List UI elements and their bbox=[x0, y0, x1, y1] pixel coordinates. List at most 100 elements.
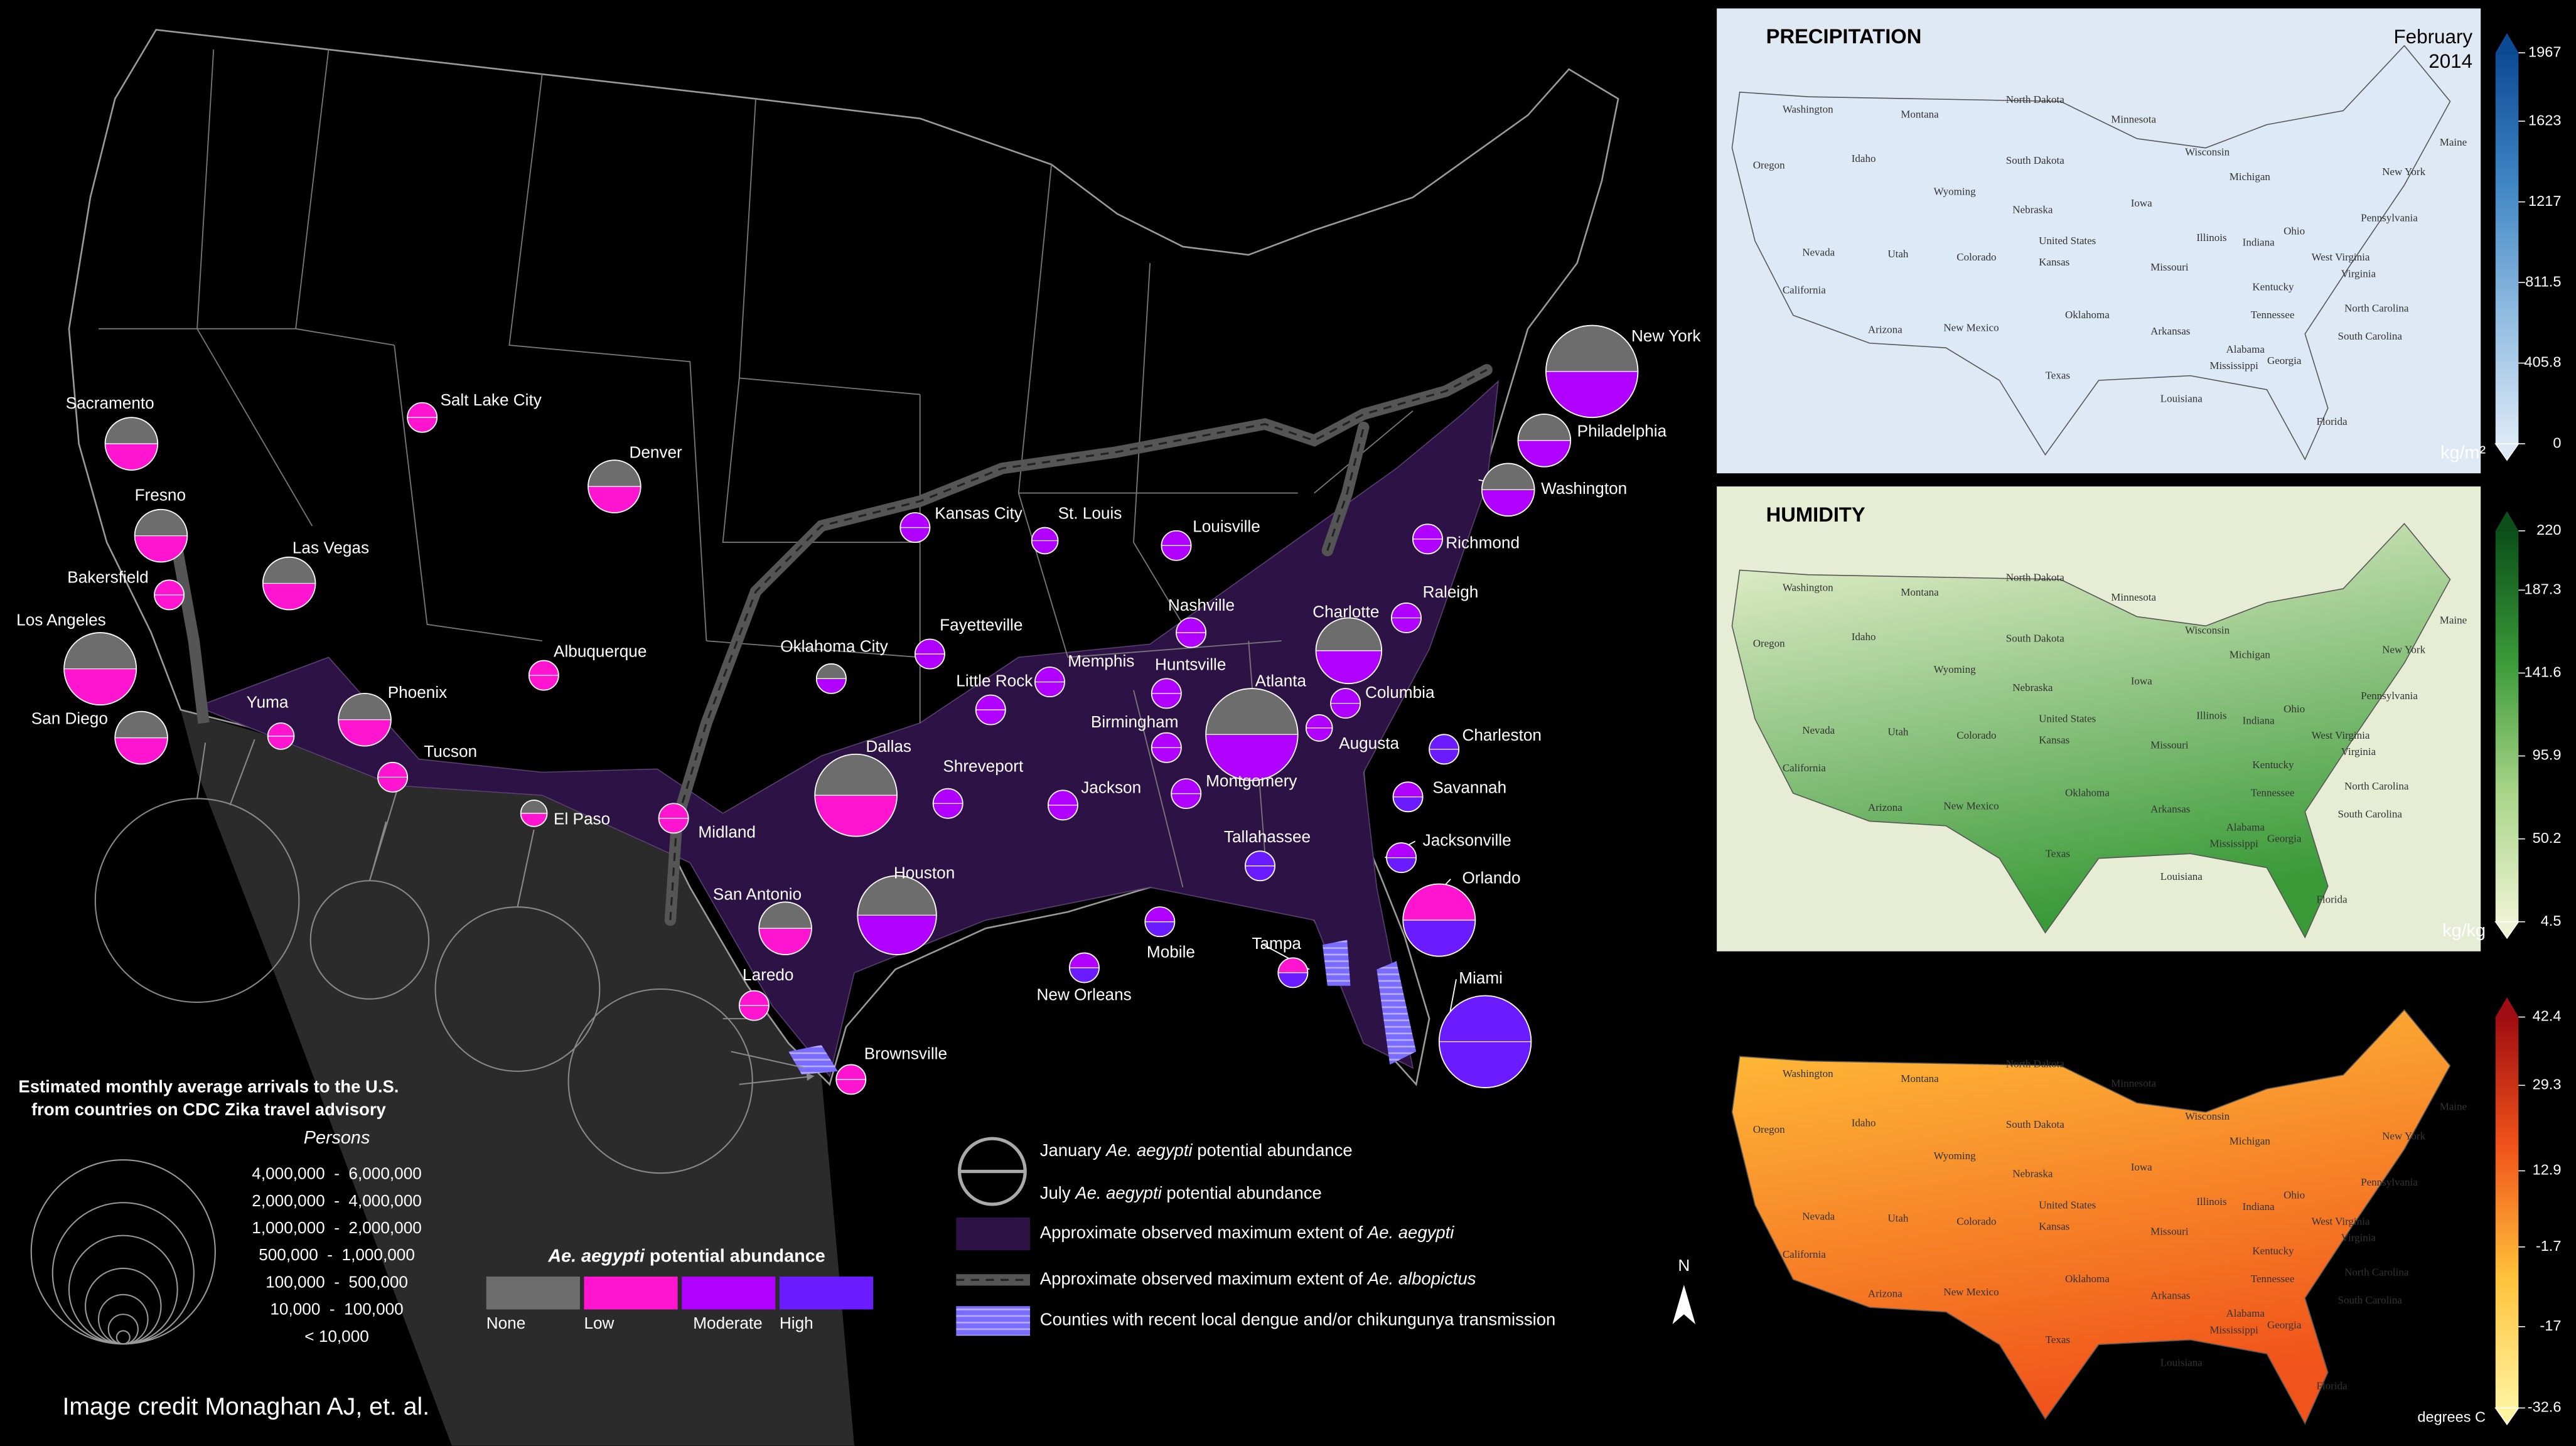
albopictus-extent-west bbox=[171, 549, 210, 724]
city-july-half bbox=[658, 818, 689, 833]
city-january-half bbox=[1031, 527, 1058, 541]
city-january-half bbox=[658, 803, 689, 818]
city-label: Savannah bbox=[1432, 778, 1506, 797]
colorbar-tick-label: 1967 bbox=[2528, 43, 2561, 60]
city-label: Albuquerque bbox=[554, 641, 647, 660]
arrivals-bin-label: 10,000 - 100,000 bbox=[270, 1300, 403, 1319]
colorbar bbox=[2495, 1017, 2519, 1408]
state-label: Wisconsin bbox=[2185, 624, 2230, 636]
state-label: Ohio bbox=[2284, 225, 2305, 237]
state-label: Florida bbox=[2316, 415, 2348, 427]
state-label: Colorado bbox=[1956, 729, 1996, 741]
arrivals-bin-circle bbox=[97, 1293, 149, 1345]
city-label: Dallas bbox=[866, 737, 911, 756]
north-arrow: N bbox=[1672, 1256, 1696, 1324]
colorbar bbox=[2495, 53, 2519, 444]
city-july-half bbox=[1391, 618, 1422, 633]
state-label: Virginia bbox=[2341, 1232, 2376, 1244]
state-label: Michigan bbox=[2230, 171, 2271, 183]
legend-text: Counties with recent local dengue and/or… bbox=[1040, 1310, 1556, 1329]
state-label: Louisiana bbox=[2160, 1357, 2203, 1369]
city-label: Miami bbox=[1459, 968, 1503, 987]
legend-text: July bbox=[1040, 1183, 1075, 1202]
city-label: Orlando bbox=[1462, 869, 1520, 887]
abundance-swatch bbox=[486, 1277, 580, 1310]
state-label: Illinois bbox=[2196, 232, 2226, 244]
state-label: New Mexico bbox=[1943, 1286, 1999, 1298]
state-label: Pennsylvania bbox=[2361, 1176, 2418, 1188]
arrivals-bin-circle bbox=[107, 1314, 139, 1345]
city-label: Tallahassee bbox=[1224, 827, 1311, 846]
city-july-half bbox=[836, 1079, 866, 1095]
legend-aegypti-swatch bbox=[956, 1217, 1031, 1251]
city-july-half bbox=[1176, 633, 1206, 648]
city-label: Charlotte bbox=[1312, 602, 1379, 621]
state-label: Nevada bbox=[1802, 724, 1835, 736]
state-label: Montana bbox=[1901, 586, 1939, 598]
city-january-half bbox=[407, 402, 437, 418]
city-label: Mobile bbox=[1147, 942, 1195, 961]
city-label: Philadelphia bbox=[1577, 422, 1667, 441]
state-label: Texas bbox=[2046, 370, 2070, 382]
city-january-half bbox=[377, 762, 408, 778]
state-label: Oklahoma bbox=[2065, 786, 2110, 798]
city-label: Nashville bbox=[1168, 596, 1235, 614]
city-label: Fresno bbox=[135, 486, 186, 505]
city-january-half bbox=[1151, 678, 1181, 694]
city-july-half bbox=[900, 527, 930, 543]
state-label: North Carolina bbox=[2344, 780, 2409, 792]
colorbar-extend-bottom bbox=[2494, 443, 2520, 461]
city-july-half bbox=[816, 678, 846, 694]
arrivals-bin-circle bbox=[115, 1330, 131, 1345]
city-label: Los Angeles bbox=[16, 611, 106, 629]
state-label: Ohio bbox=[2284, 703, 2305, 715]
city-july-half bbox=[1481, 490, 1535, 517]
state-label: Florida bbox=[2316, 1379, 2348, 1391]
legend-text: potential abundance bbox=[1162, 1183, 1322, 1202]
state-label: Nebraska bbox=[2012, 1168, 2053, 1180]
legend-species: Ae. aegypti bbox=[1105, 1140, 1193, 1160]
city-july-half bbox=[915, 654, 945, 669]
city-january-half bbox=[1412, 524, 1443, 539]
city-july-half bbox=[1429, 749, 1459, 764]
panel-title: PRECIPITATION bbox=[1766, 24, 1922, 48]
arrivals-bin-label: 500,000 - 1,000,000 bbox=[259, 1245, 415, 1264]
city-january-half bbox=[1518, 414, 1571, 441]
city-july-half bbox=[1387, 857, 1417, 873]
city-july-half bbox=[377, 777, 408, 792]
city-label: Memphis bbox=[1068, 651, 1134, 670]
state-label: Iowa bbox=[2131, 197, 2152, 209]
state-label: United States bbox=[2039, 235, 2096, 247]
state-label: Missouri bbox=[2150, 261, 2189, 273]
state-label: New York bbox=[2382, 1130, 2425, 1142]
city-january-half bbox=[1393, 782, 1423, 797]
city-january-half bbox=[1245, 851, 1275, 866]
state-label: North Carolina bbox=[2344, 1267, 2409, 1278]
city-january-half bbox=[816, 663, 846, 679]
city-january-half bbox=[1034, 667, 1065, 682]
city-july-half bbox=[933, 803, 963, 818]
city-january-half bbox=[1151, 732, 1181, 748]
state-label: Minnesota bbox=[2111, 591, 2156, 603]
city-july-half bbox=[857, 915, 936, 955]
legend-species: Ae. aegypti bbox=[1366, 1223, 1454, 1242]
state-label: Nebraska bbox=[2012, 682, 2053, 694]
state-label: Oklahoma bbox=[2065, 1273, 2110, 1285]
state-label: Kentucky bbox=[2252, 759, 2294, 771]
state-label: Nebraska bbox=[2012, 203, 2053, 215]
abundance-swatch bbox=[682, 1277, 776, 1310]
state-label: Illinois bbox=[2196, 709, 2226, 721]
state-label: Utah bbox=[1887, 1212, 1909, 1224]
city-label: New York bbox=[1631, 326, 1701, 345]
state-label: California bbox=[1783, 762, 1826, 774]
city-july-half bbox=[154, 594, 185, 610]
state-label: Georgia bbox=[2267, 1319, 2302, 1331]
state-label: Michigan bbox=[2230, 649, 2271, 661]
city-july-half bbox=[1206, 734, 1298, 781]
state-label: Minnesota bbox=[2111, 1078, 2156, 1090]
state-label: South Dakota bbox=[2006, 632, 2064, 644]
image-credit: Image credit Monaghan AJ, et. al. bbox=[62, 1393, 429, 1420]
state-label: Utah bbox=[1887, 726, 1909, 738]
state-label: Indiana bbox=[2243, 1201, 2275, 1213]
